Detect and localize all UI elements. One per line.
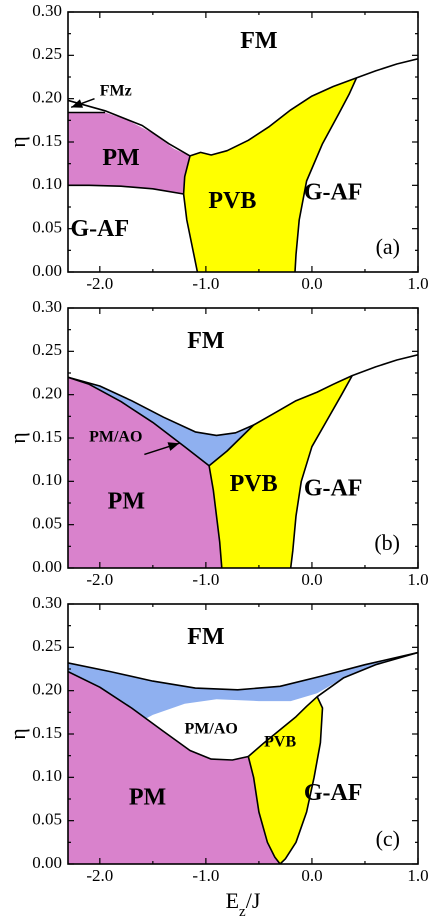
region-pm — [68, 377, 222, 568]
y-axis-title: η — [5, 432, 30, 444]
x-tick-label: 0.0 — [301, 866, 322, 885]
region-label-pm-ao: PM/AO — [89, 429, 142, 446]
phase-boundary-3 — [208, 424, 255, 467]
y-tick-label: 0.15 — [32, 131, 62, 150]
x-tick-label: -2.0 — [86, 274, 113, 293]
panel-c: FM PM/AO PM PVB G-AF 0.00 0.05 0.10 0.15 0.20 0.25… — [5, 593, 429, 920]
x-tick-label: -2.0 — [86, 570, 113, 589]
phase-boundary-4 — [182, 155, 199, 272]
phase-boundary-2 — [68, 376, 210, 467]
region-label-fm: FM — [187, 624, 224, 650]
x-tick-label: -1.0 — [192, 866, 219, 885]
panel-b: FM PM/AO PM PVB G-AF 0.00 0.05 0.10 0.15 0.20 0.25… — [5, 297, 429, 589]
y-tick-label: 0.25 — [32, 44, 62, 63]
y-tick-label: 0.30 — [32, 297, 62, 316]
panel-a: FM PM PVB G-AF G-AF FMz 0.00 0.05 0.10 0.15 0.20 0.… — [5, 1, 429, 293]
y-tick-label: 0.15 — [32, 723, 62, 742]
region-pm-ao — [68, 377, 254, 466]
phase-boundary-2 — [68, 670, 249, 761]
phase-boundary-4 — [247, 756, 281, 864]
y-tick-label: 0.20 — [32, 680, 62, 699]
x-tick-label: -1.0 — [192, 274, 219, 293]
y-tick-label: 0.00 — [32, 557, 62, 576]
x-tick-label: 1.0 — [407, 866, 428, 885]
x-tick-label: 0.0 — [301, 274, 322, 293]
phase-boundary-5 — [289, 375, 353, 568]
x-tick-label: 0.0 — [301, 570, 322, 589]
x-tick-label: 1.0 — [407, 570, 428, 589]
panel-tag: (c) — [376, 826, 400, 851]
region-pm-ao — [68, 652, 418, 759]
region-label-pm-ao: PM/AO — [185, 720, 238, 737]
panel-tag: (a) — [376, 234, 400, 259]
x-tick-label: -2.0 — [86, 866, 113, 885]
region-pm — [68, 671, 281, 864]
x-tick-label: 1.0 — [407, 274, 428, 293]
y-tick-label: 0.05 — [32, 810, 62, 829]
annotation-arrow-head — [167, 442, 180, 451]
phase-boundary-4 — [208, 465, 223, 568]
region-label-pm: PM — [108, 489, 145, 515]
region-label-g-af: G-AF — [70, 216, 129, 242]
y-axis-title: η — [5, 728, 30, 740]
phase-boundary-1 — [68, 651, 418, 691]
region-label-pm: PM — [102, 145, 139, 171]
y-tick-label: 0.10 — [32, 174, 62, 193]
region-label-g-af: G-AF — [304, 476, 363, 502]
phase-boundary-6 — [294, 77, 358, 272]
region-label-fm: FM — [240, 28, 277, 54]
region-label-pvb: PVB — [264, 733, 296, 750]
arrow-label-fmz: FMz — [100, 82, 132, 99]
annotation-arrow-head — [71, 99, 84, 108]
plot-area — [68, 604, 418, 864]
phase-boundary-1 — [68, 354, 418, 437]
phase-boundary-3 — [68, 184, 184, 195]
region-pvb — [209, 375, 353, 568]
phase-boundary-5 — [279, 696, 324, 864]
region-pvb — [248, 696, 323, 864]
region-pm — [68, 112, 190, 194]
y-axis-title: η — [5, 136, 30, 148]
phase-boundary-1 — [68, 99, 191, 157]
panel-tag: (b) — [374, 530, 400, 555]
x-tick-label: -1.0 — [192, 570, 219, 589]
region-label-fm: FM — [187, 328, 224, 354]
y-tick-label: 0.20 — [32, 384, 62, 403]
region-label-g-af: G-AF — [304, 180, 363, 206]
plot-area — [68, 12, 418, 272]
phase-boundary-3 — [247, 651, 418, 758]
y-tick-label: 0.05 — [32, 514, 62, 533]
y-tick-label: 0.20 — [32, 88, 62, 107]
y-tick-label: 0.30 — [32, 593, 62, 612]
y-tick-label: 0.15 — [32, 427, 62, 446]
y-tick-label: 0.05 — [32, 218, 62, 237]
x-axis-title: Ez/J — [226, 888, 261, 920]
y-tick-label: 0.10 — [32, 470, 62, 489]
region-label-g-af: G-AF — [304, 780, 363, 806]
y-tick-label: 0.10 — [32, 766, 62, 785]
y-tick-label: 0.00 — [32, 261, 62, 280]
phase-boundary-5 — [189, 58, 418, 157]
region-label-pvb: PVB — [230, 471, 278, 497]
y-tick-label: 0.00 — [32, 853, 62, 872]
y-tick-label: 0.25 — [32, 636, 62, 655]
y-tick-label: 0.25 — [32, 340, 62, 359]
region-label-pvb: PVB — [208, 188, 256, 214]
region-pvb — [183, 77, 357, 272]
y-tick-label: 0.30 — [32, 1, 62, 20]
region-label-pm: PM — [129, 785, 166, 811]
plot-area — [68, 308, 418, 568]
